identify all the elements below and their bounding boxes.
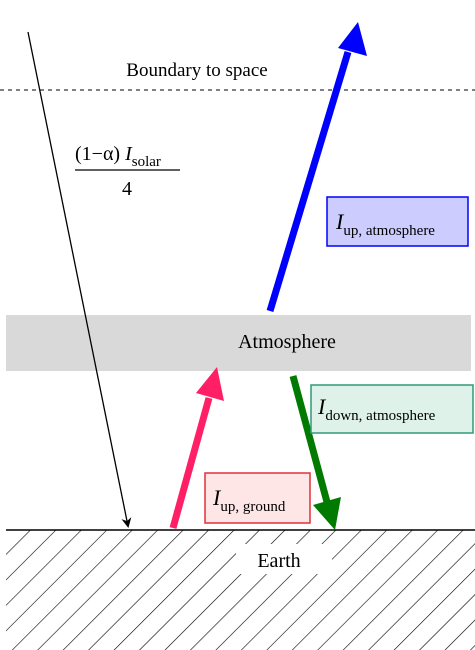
earth-label-bg xyxy=(236,544,332,574)
label-up-atmosphere: Iup, atmosphere xyxy=(326,196,469,247)
label-down-atmosphere: Idown, atmosphere xyxy=(310,384,474,434)
boundary-label: Boundary to space xyxy=(126,60,267,81)
svg-text:(1−α) Isolar: (1−α) Isolar xyxy=(75,143,161,170)
solar-flux-label: (1−α) Isolar 4 xyxy=(75,143,180,200)
up-ground-symbol: I xyxy=(212,485,222,510)
arrow-up-atmosphere xyxy=(266,22,367,313)
up-atmosphere-symbol: I xyxy=(335,209,345,234)
solar-subscript: solar xyxy=(132,154,161,170)
solar-denominator: 4 xyxy=(122,178,132,200)
up-atmosphere-subscript: up, atmosphere xyxy=(343,223,435,239)
label-up-ground: Iup, ground xyxy=(204,472,311,524)
atmosphere-band xyxy=(6,315,471,371)
down-atmosphere-subscript: down, atmosphere xyxy=(325,408,435,424)
arrow-up-ground xyxy=(169,367,224,529)
svg-text:Idown, atmosphere: Idown, atmosphere xyxy=(317,394,436,424)
solar-numerator-prefix: (1−α) xyxy=(75,143,125,165)
earth-label: Earth xyxy=(257,550,300,572)
svg-text:Iup, atmosphere: Iup, atmosphere xyxy=(335,209,435,239)
solar-symbol: I xyxy=(124,143,133,165)
svg-text:Iup, ground: Iup, ground xyxy=(212,485,286,515)
arrow-down-atmosphere xyxy=(289,375,341,530)
solar-arrow xyxy=(27,31,132,528)
down-atmosphere-symbol: I xyxy=(317,394,327,419)
atmosphere-label: Atmosphere xyxy=(238,331,336,353)
up-ground-subscript: up, ground xyxy=(220,499,285,515)
